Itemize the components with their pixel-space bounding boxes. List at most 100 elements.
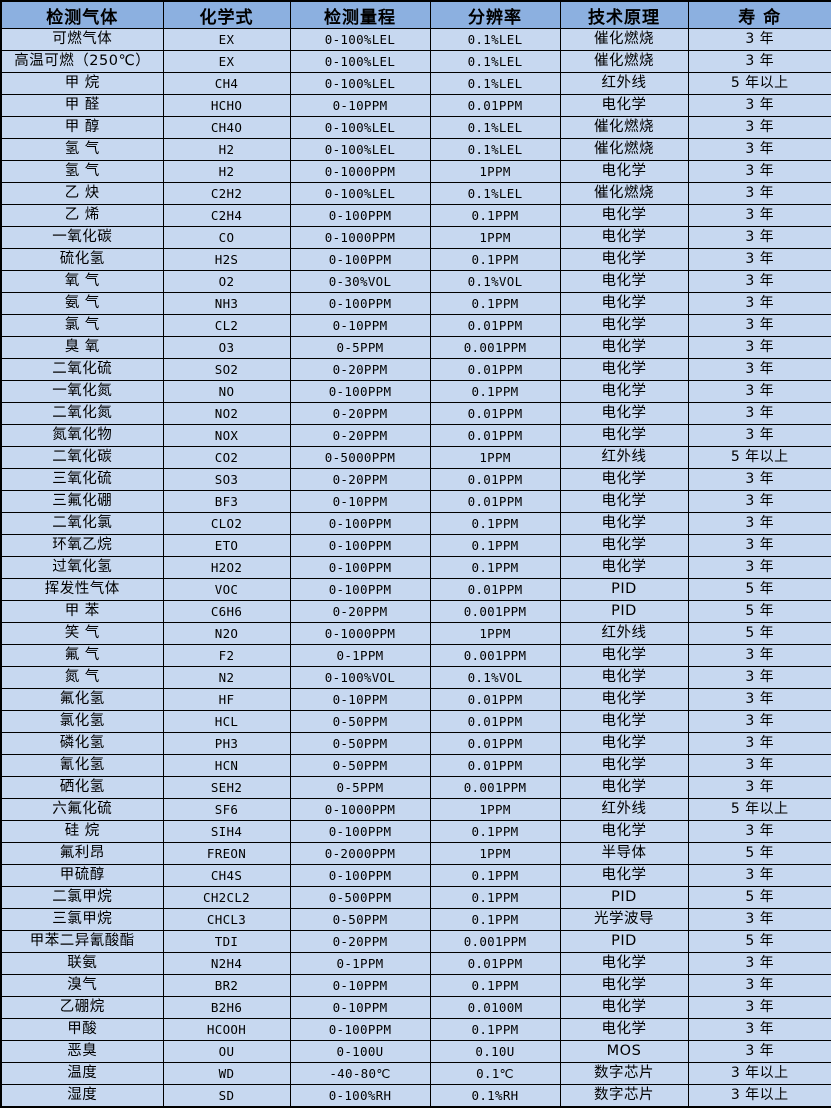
table-row: 氢 气 H2 0-100%LEL 0.1%LEL 催化燃烧 3 年 [0,138,831,161]
cell-range: 0-50PPM [289,754,431,777]
cell-life: 3 年以上 [687,1084,831,1108]
cell-formula: C2H2 [162,182,291,205]
table-row: 氟化氢 HF 0-10PPM 0.01PPM 电化学 3 年 [0,688,831,711]
cell-gas: 高温可燃（250℃） [0,50,164,73]
cell-gas: 臭 氧 [0,336,164,359]
cell-formula: NOX [162,424,291,447]
cell-life: 3 年 [687,512,831,535]
cell-life: 5 年 [687,886,831,909]
cell-formula: CLO2 [162,512,291,535]
cell-gas: 温度 [0,1062,164,1085]
cell-formula: NH3 [162,292,291,315]
table-row: 恶臭 OU 0-100U 0.10U MOS 3 年 [0,1040,831,1063]
table-row: 乙 烯 C2H4 0-100PPM 0.1PPM 电化学 3 年 [0,204,831,227]
table-row: 甲苯二异氰酸酯 TDI 0-20PPM 0.001PPM PID 5 年 [0,930,831,953]
cell-principle: 催化燃烧 [559,28,689,51]
cell-resolution: 0.01PPM [429,952,561,975]
cell-resolution: 0.1PPM [429,974,561,997]
cell-resolution: 0.1%VOL [429,270,561,293]
cell-principle: PID [559,600,689,623]
column-header-principle: 技术原理 [559,0,689,29]
cell-range: 0-20PPM [289,600,431,623]
cell-life: 3 年 [687,204,831,227]
cell-resolution: 0.1℃ [429,1062,561,1085]
cell-range: 0-100%LEL [289,116,431,139]
cell-formula: SEH2 [162,776,291,799]
cell-life: 3 年 [687,1040,831,1063]
cell-principle: PID [559,578,689,601]
cell-range: 0-10PPM [289,996,431,1019]
cell-life: 5 年以上 [687,72,831,95]
cell-principle: 电化学 [559,402,689,425]
table-row: 二氧化硫 SO2 0-20PPM 0.01PPM 电化学 3 年 [0,358,831,381]
table-row: 氢 气 H2 0-1000PPM 1PPM 电化学 3 年 [0,160,831,183]
cell-life: 3 年 [687,468,831,491]
cell-resolution: 0.01PPM [429,490,561,513]
cell-formula: SF6 [162,798,291,821]
cell-resolution: 0.1%LEL [429,138,561,161]
cell-gas: 硅 烷 [0,820,164,843]
cell-formula: H2 [162,138,291,161]
cell-range: 0-50PPM [289,732,431,755]
cell-formula: H2O2 [162,556,291,579]
cell-gas: 甲 醛 [0,94,164,117]
cell-life: 3 年 [687,1018,831,1041]
cell-principle: 电化学 [559,468,689,491]
cell-life: 3 年 [687,292,831,315]
cell-principle: 电化学 [559,974,689,997]
cell-formula: BR2 [162,974,291,997]
cell-resolution: 0.1PPM [429,512,561,535]
table-row: 氟利昂 FREON 0-2000PPM 1PPM 半导体 5 年 [0,842,831,865]
cell-life: 3 年 [687,974,831,997]
cell-formula: SO3 [162,468,291,491]
table-row: 挥发性气体 VOC 0-100PPM 0.01PPM PID 5 年 [0,578,831,601]
cell-life: 3 年 [687,534,831,557]
cell-life: 3 年 [687,732,831,755]
cell-principle: PID [559,886,689,909]
cell-resolution: 0.1PPM [429,204,561,227]
cell-resolution: 1PPM [429,622,561,645]
cell-resolution: 0.001PPM [429,930,561,953]
cell-principle: 光学波导 [559,908,689,931]
cell-range: 0-1000PPM [289,622,431,645]
cell-resolution: 0.1%LEL [429,72,561,95]
cell-principle: 催化燃烧 [559,116,689,139]
cell-formula: F2 [162,644,291,667]
cell-principle: 电化学 [559,820,689,843]
cell-gas: 氧 气 [0,270,164,293]
cell-principle: 电化学 [559,314,689,337]
cell-formula: CL2 [162,314,291,337]
table-row: 乙硼烷 B2H6 0-10PPM 0.0100M 电化学 3 年 [0,996,831,1019]
cell-life: 3 年 [687,996,831,1019]
cell-range: 0-100PPM [289,534,431,557]
cell-principle: 电化学 [559,226,689,249]
cell-formula: H2 [162,160,291,183]
cell-principle: 电化学 [559,688,689,711]
cell-gas: 氯 气 [0,314,164,337]
cell-formula: BF3 [162,490,291,513]
cell-formula: CO2 [162,446,291,469]
cell-gas: 乙硼烷 [0,996,164,1019]
cell-formula: HCL [162,710,291,733]
cell-range: 0-20PPM [289,424,431,447]
table-row: 二氧化碳 CO2 0-5000PPM 1PPM 红外线 5 年以上 [0,446,831,469]
table-row: 甲 醇 CH4O 0-100%LEL 0.1%LEL 催化燃烧 3 年 [0,116,831,139]
cell-gas: 硒化氢 [0,776,164,799]
cell-gas: 二氧化氮 [0,402,164,425]
table-row: 氟 气 F2 0-1PPM 0.001PPM 电化学 3 年 [0,644,831,667]
cell-range: 0-10PPM [289,688,431,711]
cell-life: 3 年 [687,688,831,711]
table-row: 高温可燃（250℃） EX 0-100%LEL 0.1%LEL 催化燃烧 3 年 [0,50,831,73]
cell-principle: 电化学 [559,556,689,579]
cell-range: 0-100PPM [289,578,431,601]
table-row: 二氯甲烷 CH2CL2 0-500PPM 0.1PPM PID 5 年 [0,886,831,909]
cell-resolution: 0.001PPM [429,600,561,623]
cell-life: 3 年 [687,644,831,667]
cell-life: 3 年 [687,358,831,381]
cell-resolution: 0.01PPM [429,578,561,601]
cell-resolution: 0.1PPM [429,820,561,843]
cell-principle: 催化燃烧 [559,50,689,73]
cell-principle: 红外线 [559,798,689,821]
cell-life: 5 年以上 [687,798,831,821]
